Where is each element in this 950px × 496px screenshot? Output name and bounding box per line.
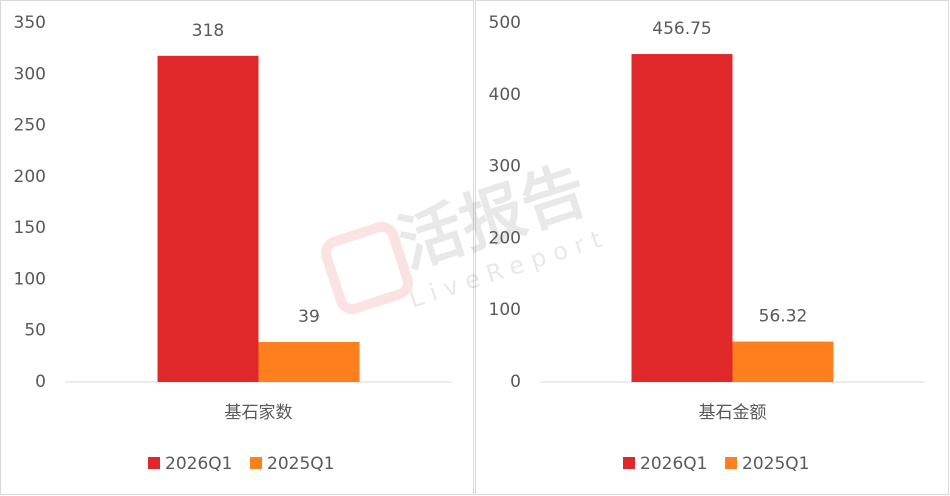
y-tick-label: 100 [489,300,521,320]
y-tick-label: 0 [510,372,521,392]
y-tick-label: 0 [35,372,46,392]
y-tick-label: 350 [14,13,46,33]
legend-swatch [250,457,262,469]
y-tick-label: 200 [489,228,521,248]
legend-label: 2026Q1 [640,454,707,474]
legend-swatch [148,457,160,469]
y-tick-label: 50 [24,321,46,341]
legend-swatch [623,457,635,469]
y-tick-label: 200 [14,167,46,187]
data-label: 56.32 [759,307,808,327]
x-tick-label: 基石金额 [699,403,767,423]
data-label: 39 [298,307,320,327]
x-tick-label: 基石家数 [225,403,293,423]
legend-label: 2026Q1 [165,454,232,474]
y-tick-label: 250 [14,116,46,136]
y-tick-label: 300 [14,64,46,84]
bar [157,55,259,383]
bar [631,54,733,383]
legend-label: 2025Q1 [267,454,334,474]
y-tick-label: 400 [489,85,521,105]
legend-swatch [725,457,737,469]
legend-label: 2025Q1 [742,454,809,474]
y-tick-label: 150 [14,218,46,238]
data-label: 456.75 [652,19,711,39]
y-tick-label: 300 [489,157,521,177]
y-tick-label: 100 [14,269,46,289]
data-label: 318 [192,21,224,41]
watermark-logo [321,221,414,314]
bar [258,341,360,382]
y-tick-label: 500 [489,13,521,33]
bar [732,341,834,382]
